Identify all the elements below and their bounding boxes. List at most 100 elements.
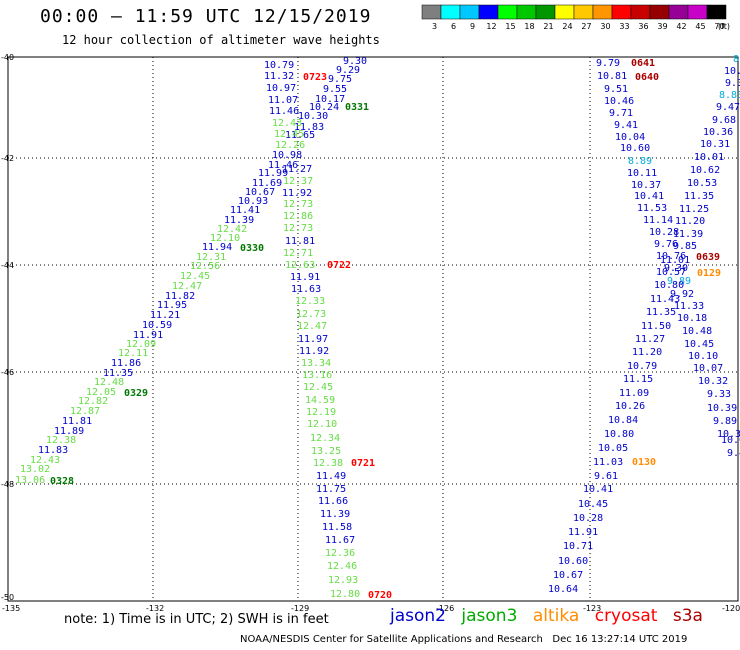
- colorbar-swatch: [649, 4, 670, 20]
- colorbar-swatch: [554, 4, 575, 20]
- swh-value: 9.68: [712, 115, 736, 126]
- swh-value: 12.43: [30, 455, 60, 466]
- swh-value: 10.04: [615, 132, 645, 143]
- swh-value: 10.: [724, 66, 740, 77]
- colorbar-tick: 39: [657, 22, 667, 31]
- swh-value: 11.83: [38, 445, 68, 456]
- colorbar-tick: 36: [638, 22, 648, 31]
- swh-value: 9.55: [323, 84, 347, 95]
- swh-value: 11.01: [660, 255, 690, 266]
- swh-value: 12.45: [180, 271, 210, 282]
- swh-value: 11.95: [157, 300, 187, 311]
- swh-value: 12.80: [330, 589, 360, 600]
- swh-value: 10.31: [700, 139, 730, 150]
- swh-value: 11.27: [635, 334, 665, 345]
- swh-value: 12.26: [275, 140, 305, 151]
- swh-value: 10.80: [654, 280, 684, 291]
- swh-value: 11.33: [674, 301, 704, 312]
- swh-value: 10.41: [634, 191, 664, 202]
- swh-value: 12.09: [126, 339, 156, 350]
- swh-value: 11.35: [684, 191, 714, 202]
- swh-value: 10.64: [548, 584, 578, 595]
- swh-value: 12.48: [94, 377, 124, 388]
- swh-value: 12.11: [118, 348, 148, 359]
- pass-time-label: 0722: [327, 260, 351, 271]
- swh-value: 10.79: [264, 60, 294, 71]
- swh-value: 10.37: [631, 180, 661, 191]
- swh-value: 11.63: [291, 284, 321, 295]
- swh-value: 10.81: [597, 71, 627, 82]
- swh-value: 9.47: [716, 102, 740, 113]
- colorbar-swatch: [611, 4, 632, 20]
- swh-value: 13.34: [301, 358, 331, 369]
- swh-value: 10.30: [298, 111, 328, 122]
- swh-value: 10.84: [608, 415, 638, 426]
- swh-value: 10.3: [717, 429, 740, 440]
- swh-value: 10.98: [272, 150, 302, 161]
- swh-value: 10.45: [578, 499, 608, 510]
- colorbar-tick: 3: [432, 22, 437, 31]
- swh-value: 10.17: [315, 94, 345, 105]
- footer-credit: NOAA/NESDIS Center for Satellite Applica…: [240, 634, 688, 645]
- swh-value: 11.20: [632, 347, 662, 358]
- swh-value: 10.53: [687, 178, 717, 189]
- colorbar-legend: 3 6 9 12 15 18 21 24 27 30 33 36 39 42 45 70(ft): [421, 4, 730, 31]
- colorbar-tick: 70: [714, 22, 724, 31]
- lon-label: -120: [722, 604, 740, 613]
- colorbar-swatch: [440, 4, 461, 20]
- swh-value: 11.39: [320, 509, 350, 520]
- pass-time-label: 0129: [697, 268, 721, 279]
- swh-value: 11.69: [252, 178, 282, 189]
- swh-value: 9.79: [596, 58, 620, 69]
- swh-value: 12.36: [325, 548, 355, 559]
- mission-jason3: jason3: [461, 606, 518, 626]
- swh-value: 10.28: [573, 513, 603, 524]
- colorbar-tick: 21: [543, 22, 553, 31]
- page-subtitle: 12 hour collection of altimeter wave hei…: [62, 33, 380, 47]
- swh-value: 10.59: [142, 320, 172, 331]
- colorbar-tick: 27: [581, 22, 591, 31]
- lat-label: -42: [1, 154, 14, 163]
- swh-value: 9.76: [654, 239, 678, 250]
- swh-value: 11.35: [646, 307, 676, 318]
- swh-value: 9.85: [673, 241, 697, 252]
- swh-value: 9.89: [713, 416, 737, 427]
- swh-value: 10.07: [693, 363, 723, 374]
- colorbar-tick: 12: [486, 22, 496, 31]
- colorbar-swatch: [516, 4, 537, 20]
- colorbar-tick: 6: [451, 22, 456, 31]
- mission-jason2: jason2: [390, 606, 446, 626]
- colorbar-tick: 15: [505, 22, 515, 31]
- swh-value: 10.60: [620, 143, 650, 154]
- swh-value: 9.4: [727, 448, 740, 459]
- swh-value: 12.10: [307, 419, 337, 430]
- swh-value: 12.63: [285, 260, 315, 271]
- lat-axis: -40 -42 -44 -46 -48 -50: [1, 53, 14, 602]
- swh-value: 10.76: [656, 251, 686, 262]
- swh-value: 11.14: [643, 215, 673, 226]
- swh-value: 11.15: [623, 374, 653, 385]
- swh-value: 12.19: [306, 407, 336, 418]
- map-frame: [7, 56, 739, 602]
- lon-label: -132: [146, 604, 164, 613]
- swh-value: 10.97: [266, 83, 296, 94]
- swh-value: 11.20: [675, 216, 705, 227]
- lon-label: -135: [2, 604, 20, 613]
- swh-value: 9.30: [343, 56, 367, 67]
- lat-label: -48: [1, 480, 14, 489]
- swh-value: 10.62: [690, 165, 720, 176]
- swh-value: 12.38: [46, 435, 76, 446]
- swh-value: 9.89: [667, 276, 691, 287]
- pass-time-label: 0130: [632, 457, 656, 468]
- swh-value: 11.32: [264, 71, 294, 82]
- mission-cryosat: cryosat: [594, 606, 658, 626]
- swh-value: 11.35: [103, 368, 133, 379]
- mission-altika: altika: [532, 606, 580, 626]
- pass-time-label: 0328: [50, 476, 74, 487]
- pass-time-label: 0639: [696, 252, 720, 263]
- swh-value: 12.05: [86, 387, 116, 398]
- pass-time-label: 0720: [368, 590, 392, 601]
- note-text: note: 1) Time is in UTC; 2) SWH is in fe…: [64, 612, 329, 627]
- colorbar-swatch: [687, 4, 708, 20]
- swh-value: 10.48: [682, 326, 712, 337]
